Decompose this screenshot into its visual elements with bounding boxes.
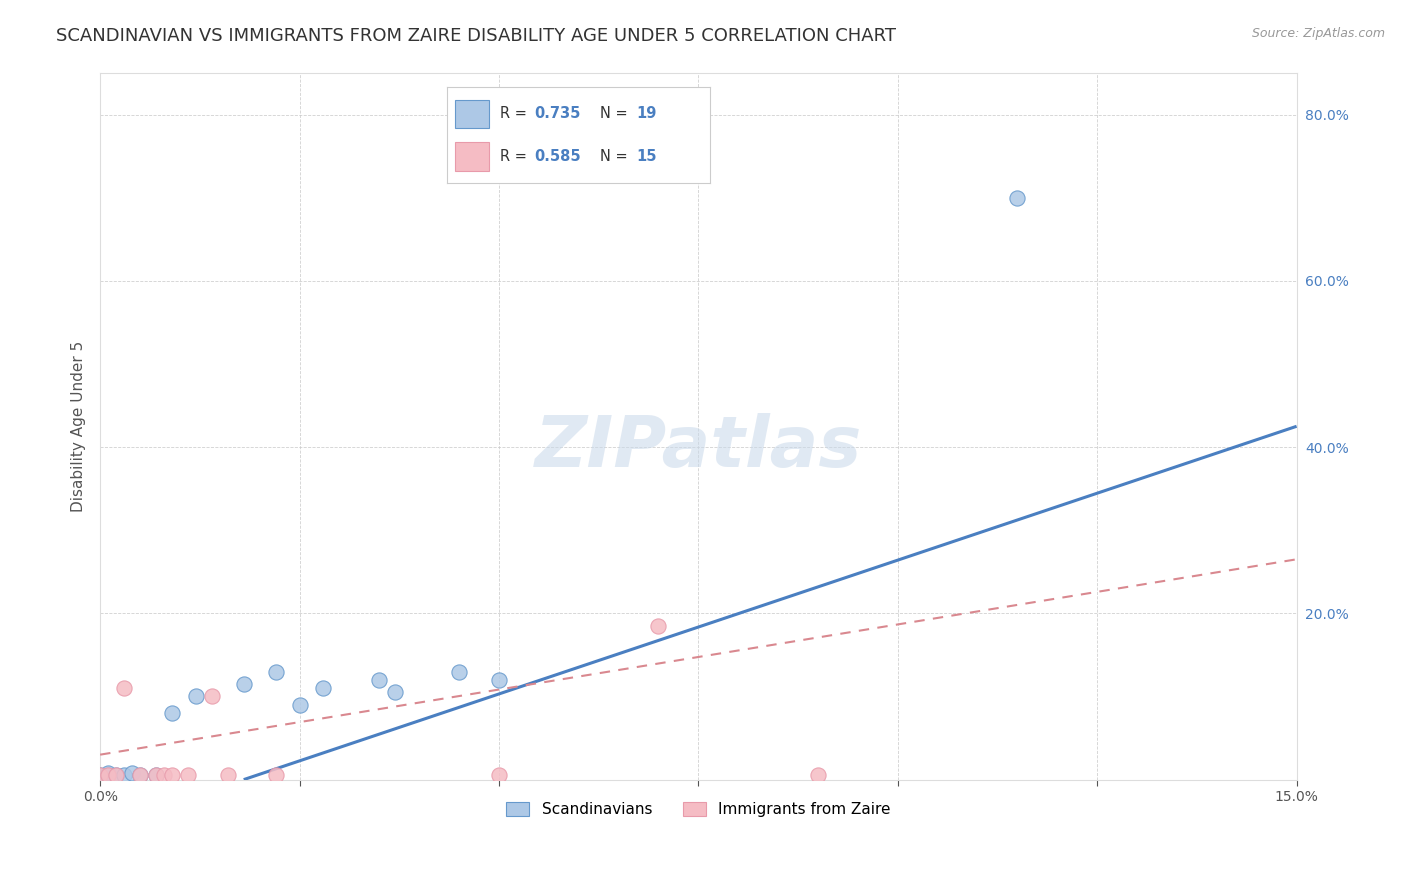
Point xyxy=(488,768,510,782)
Point xyxy=(232,677,254,691)
Point xyxy=(97,768,120,782)
Point xyxy=(807,768,830,782)
Point xyxy=(647,619,669,633)
Point xyxy=(121,766,143,780)
Point xyxy=(97,766,120,780)
Point xyxy=(312,681,335,695)
Point xyxy=(89,768,111,782)
Point xyxy=(201,690,224,704)
Point xyxy=(217,768,239,782)
Point xyxy=(112,768,135,782)
Point xyxy=(264,665,287,679)
Point xyxy=(129,768,152,782)
Point xyxy=(145,768,167,782)
Point xyxy=(488,673,510,687)
Point xyxy=(105,768,128,782)
Point xyxy=(177,768,200,782)
Point xyxy=(184,690,207,704)
Point xyxy=(160,768,183,782)
Text: Source: ZipAtlas.com: Source: ZipAtlas.com xyxy=(1251,27,1385,40)
Y-axis label: Disability Age Under 5: Disability Age Under 5 xyxy=(72,341,86,512)
Point xyxy=(384,685,406,699)
Text: ZIPatlas: ZIPatlas xyxy=(534,413,862,482)
Text: SCANDINAVIAN VS IMMIGRANTS FROM ZAIRE DISABILITY AGE UNDER 5 CORRELATION CHART: SCANDINAVIAN VS IMMIGRANTS FROM ZAIRE DI… xyxy=(56,27,896,45)
Legend: Scandinavians, Immigrants from Zaire: Scandinavians, Immigrants from Zaire xyxy=(499,795,898,825)
Point xyxy=(368,673,391,687)
Point xyxy=(264,768,287,782)
Point xyxy=(449,665,471,679)
Point xyxy=(97,768,120,782)
Point xyxy=(153,768,176,782)
Point xyxy=(160,706,183,720)
Point xyxy=(105,768,128,782)
Point xyxy=(112,681,135,695)
Point xyxy=(89,768,111,782)
Point xyxy=(129,768,152,782)
Point xyxy=(1007,191,1029,205)
Point xyxy=(288,698,311,712)
Point xyxy=(145,768,167,782)
